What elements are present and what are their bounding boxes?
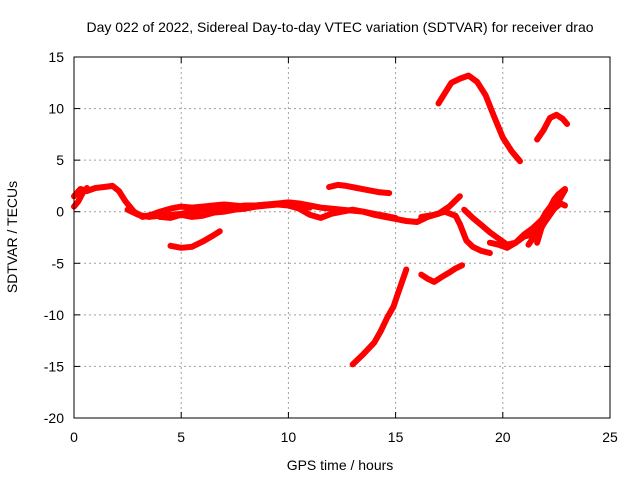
x-tick-label: 10 <box>281 429 297 445</box>
chart-title: Day 022 of 2022, Sidereal Day-to-day VTE… <box>86 19 593 35</box>
y-tick-label: -10 <box>44 307 64 323</box>
x-tick-label: 15 <box>388 429 404 445</box>
plot-frame <box>73 56 611 419</box>
x-axis-title: GPS time / hours <box>287 457 394 473</box>
y-tick-label: 5 <box>56 152 64 168</box>
series-track-14 <box>534 111 571 143</box>
series-track-09 <box>418 208 493 256</box>
series-layer <box>71 72 571 368</box>
series-track-15 <box>525 200 568 248</box>
x-tick-label: 0 <box>70 429 78 445</box>
y-tick-label: 15 <box>48 49 64 65</box>
tick-label-layer: 0 5 10 15 20 25 -20 -15 -10 -5 0 5 10 15 <box>44 49 618 445</box>
x-tick-label: 20 <box>495 429 511 445</box>
y-tick-label: -5 <box>52 255 65 271</box>
series-track-06 <box>326 181 393 197</box>
y-tick-label: 10 <box>48 101 64 117</box>
series-track-04 <box>156 193 463 225</box>
tick-layer <box>73 56 611 419</box>
series-track-05 <box>167 228 223 251</box>
y-tick-label: -20 <box>44 410 64 426</box>
y-tick-label: 0 <box>56 204 64 220</box>
y-tick-label: -15 <box>44 358 64 374</box>
y-axis-title: SDTVAR / TECUs <box>4 181 20 293</box>
series-track-10 <box>435 72 523 165</box>
x-tick-label: 5 <box>177 429 185 445</box>
series-track-07 <box>349 266 410 368</box>
x-tick-label: 25 <box>602 429 618 445</box>
series-track-02 <box>71 185 90 210</box>
series-track-08 <box>418 262 466 285</box>
